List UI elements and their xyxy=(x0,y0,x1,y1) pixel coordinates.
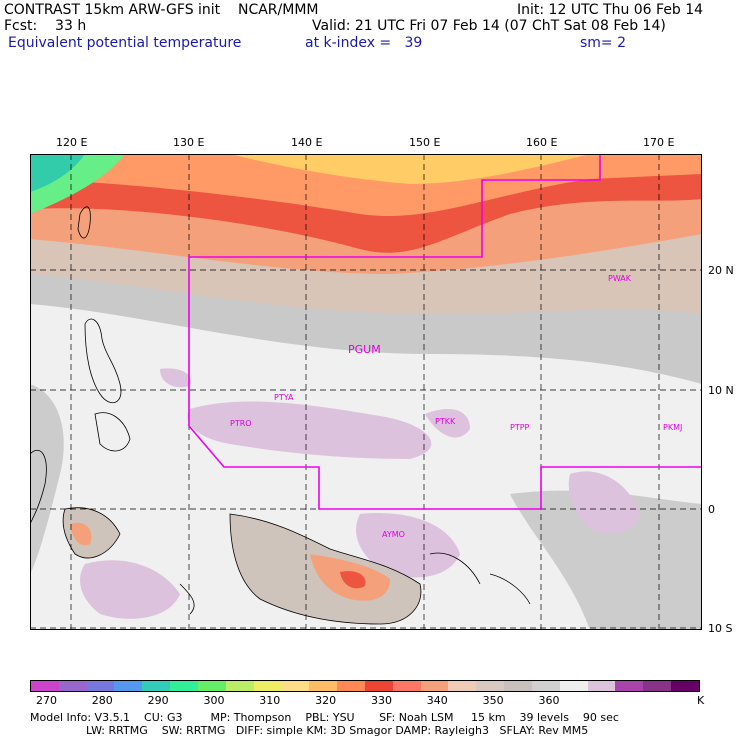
colorbar-tick-label: 320 xyxy=(315,694,337,707)
colorbar-tick-label: 360 xyxy=(538,694,560,707)
boundary-line xyxy=(188,154,702,510)
model-info-line1: Model Info: V3.5.1 CU: G3 MP: Thompson P… xyxy=(30,711,619,724)
map-frame xyxy=(30,154,702,630)
station-ptro: PTRO xyxy=(230,419,252,428)
field-name: Equivalent potential temperature xyxy=(8,35,242,51)
forecast-hour: Fcst: 33 h xyxy=(4,18,87,34)
station-pwak: PWAK xyxy=(608,274,632,283)
band-yellow xyxy=(230,154,590,184)
colorbar-swatch xyxy=(448,681,477,691)
lat-label-20n: 20 N xyxy=(708,264,734,277)
station-ptya: PTYA xyxy=(274,393,294,402)
colorbar-swatch xyxy=(309,681,338,691)
colorbar-tick-label: 290 xyxy=(147,694,169,707)
land-new-guinea-hot xyxy=(340,571,366,589)
band-orange xyxy=(30,154,702,216)
model-title: CONTRAST 15km ARW-GFS init NCAR/MMM xyxy=(4,2,319,18)
lon-label-130: 130 E xyxy=(173,136,205,149)
colorbar-swatch xyxy=(225,681,254,691)
map-panel: PWAK PGUM PTYA PTRO PTKK PTPP PKMJ AYMO xyxy=(30,154,702,630)
lavender-patch-2 xyxy=(425,409,470,438)
colorbar-tick-label: 310 xyxy=(259,694,281,707)
land-sulawesi-warm xyxy=(70,522,92,546)
colorbar-swatch xyxy=(531,681,560,691)
colorbar-swatch xyxy=(170,681,198,691)
lavender-patch-5 xyxy=(356,513,460,578)
lavender-patch-3 xyxy=(568,471,640,534)
colorbar-swatch xyxy=(615,681,644,691)
colorbar-tick-label: 340 xyxy=(426,694,448,707)
lat-label-10n: 10 N xyxy=(708,384,734,397)
coastlines xyxy=(30,206,531,625)
station-aymo: AYMO xyxy=(382,530,405,539)
colorbar-swatch xyxy=(364,681,393,691)
band-teal-cold xyxy=(30,154,85,192)
colorbar-swatch xyxy=(559,681,588,691)
colorbar-swatch xyxy=(671,681,699,691)
colorbar-swatch xyxy=(504,681,532,691)
lat-label-10s: 10 S xyxy=(708,622,733,635)
colorbar-swatch xyxy=(197,681,226,691)
colorbar-swatch xyxy=(281,681,310,691)
lavender-patch-6 xyxy=(80,560,180,619)
lon-label-150: 150 E xyxy=(409,136,441,149)
model-info-line2: LW: RRTMG SW: RRTMG DIFF: simple KM: 3D … xyxy=(30,724,589,737)
smoothing: sm= 2 xyxy=(580,35,627,51)
colorbar-swatch xyxy=(58,681,87,691)
colorbar-swatch xyxy=(392,681,421,691)
colorbar-swatch xyxy=(253,681,282,691)
colorbar-swatch xyxy=(31,681,59,691)
colorbar-swatch xyxy=(114,681,143,691)
colorbar-unit: K xyxy=(697,694,705,707)
colorbar-swatch xyxy=(337,681,365,691)
colorbar-tick-label: 270 xyxy=(35,694,57,707)
colorbar-swatch xyxy=(86,681,115,691)
station-pgum: PGUM xyxy=(348,343,381,356)
colorbar-swatch xyxy=(142,681,171,691)
init-time: Init: 12 UTC Thu 06 Feb 14 xyxy=(517,2,704,18)
lavender-patch-1 xyxy=(187,401,432,459)
colorbar-tick-label: 280 xyxy=(91,694,113,707)
colorbar-tick-label: 350 xyxy=(482,694,504,707)
lon-label-170: 170 E xyxy=(643,136,675,149)
colorbar-swatch xyxy=(420,681,449,691)
colorbar-swatch xyxy=(643,681,672,691)
station-ptkk: PTKK xyxy=(435,417,456,426)
k-index: at k-index = 39 xyxy=(305,35,423,51)
lat-label-0: 0 xyxy=(708,503,715,516)
colorbar xyxy=(30,680,700,692)
band-grey-west xyxy=(30,384,64,574)
colorbar-tick-label: 330 xyxy=(370,694,392,707)
lon-label-160: 160 E xyxy=(526,136,558,149)
colorbar-tick-label: 300 xyxy=(203,694,225,707)
colorbar-swatch xyxy=(476,681,505,691)
band-grey-south xyxy=(510,490,702,630)
lavender-patch-4 xyxy=(160,368,191,388)
land-sulawesi xyxy=(63,507,120,558)
valid-time: Valid: 21 UTC Fri 07 Feb 14 (07 ChT Sat … xyxy=(312,18,666,34)
station-ptpp: PTPP xyxy=(510,423,530,432)
colorbar-swatch xyxy=(587,681,616,691)
lon-label-140: 140 E xyxy=(291,136,323,149)
station-pkmj: PKMJ xyxy=(663,423,682,432)
lon-label-120: 120 E xyxy=(56,136,88,149)
